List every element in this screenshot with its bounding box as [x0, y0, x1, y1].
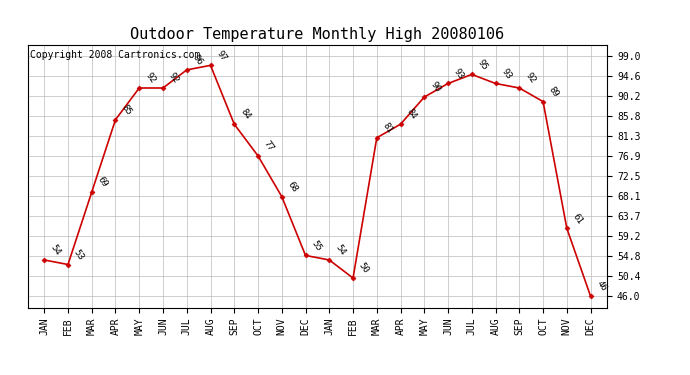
Text: 93: 93: [500, 67, 513, 81]
Text: 92: 92: [144, 71, 157, 85]
Text: Copyright 2008 Cartronics.com: Copyright 2008 Cartronics.com: [30, 50, 201, 60]
Title: Outdoor Temperature Monthly High 20080106: Outdoor Temperature Monthly High 2008010…: [130, 27, 504, 42]
Text: 53: 53: [72, 248, 86, 262]
Text: 92: 92: [167, 71, 181, 85]
Text: 68: 68: [286, 180, 299, 194]
Text: 89: 89: [547, 85, 561, 99]
Text: 54: 54: [48, 243, 62, 257]
Text: 55: 55: [310, 239, 323, 253]
Text: 93: 93: [452, 67, 466, 81]
Text: 97: 97: [215, 49, 228, 63]
Text: 69: 69: [96, 176, 110, 189]
Text: 90: 90: [428, 80, 442, 94]
Text: 81: 81: [381, 121, 395, 135]
Text: 85: 85: [119, 103, 133, 117]
Text: 96: 96: [191, 53, 204, 67]
Text: 92: 92: [524, 71, 537, 85]
Text: 54: 54: [333, 243, 347, 257]
Text: 84: 84: [239, 108, 252, 122]
Text: 84: 84: [405, 108, 418, 122]
Text: 50: 50: [357, 261, 371, 275]
Text: 77: 77: [262, 139, 276, 153]
Text: 46: 46: [595, 279, 609, 293]
Text: 95: 95: [476, 58, 489, 72]
Text: 61: 61: [571, 211, 584, 225]
